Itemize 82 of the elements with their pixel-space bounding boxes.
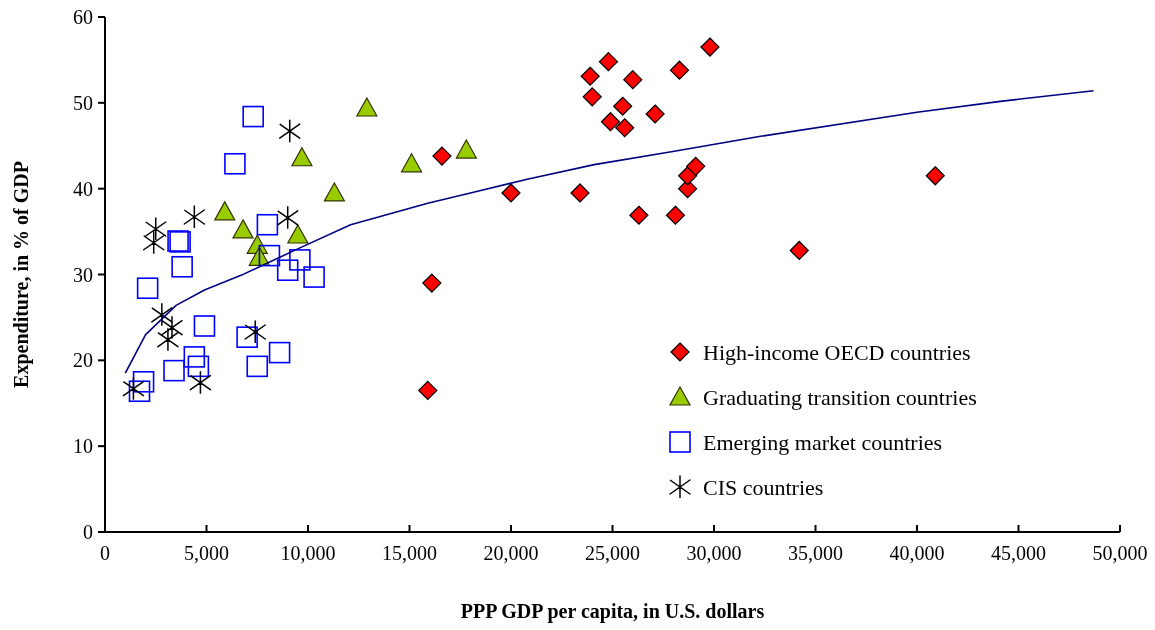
point — [183, 346, 206, 368]
point — [128, 380, 151, 403]
y-axis-title: Expenditure, in % of GDP — [10, 161, 33, 388]
legend-label: CIS countries — [703, 474, 824, 500]
point — [455, 139, 477, 159]
point — [256, 213, 279, 236]
y-tick-label: 30 — [73, 263, 93, 286]
point — [157, 327, 179, 352]
point — [183, 205, 206, 229]
y-tick-label: 60 — [73, 6, 93, 28]
x-tick-label: 30,000 — [686, 542, 742, 564]
point — [356, 97, 378, 117]
point — [623, 70, 643, 90]
point — [151, 303, 173, 327]
point — [276, 259, 299, 282]
point — [161, 315, 183, 340]
point — [422, 273, 442, 293]
point — [925, 166, 945, 186]
point — [615, 118, 635, 138]
point — [214, 201, 236, 221]
point — [287, 224, 309, 244]
legend-label: Emerging market countries — [703, 429, 943, 455]
point — [629, 205, 649, 225]
point — [678, 166, 698, 186]
y-tick-label: 50 — [73, 91, 93, 114]
point — [303, 266, 325, 288]
y-tick-label: 40 — [73, 177, 93, 200]
x-tick-label: 15,000 — [382, 542, 437, 564]
point — [187, 355, 210, 378]
point — [400, 153, 423, 173]
point — [686, 156, 706, 176]
point — [323, 182, 345, 202]
y-tick-label: 20 — [73, 349, 93, 372]
point — [418, 380, 438, 400]
legend-label: High-income OECD countries — [703, 339, 971, 365]
point — [789, 240, 809, 261]
point — [501, 183, 521, 203]
x-tick-label: 5,000 — [184, 542, 229, 564]
y-tick-label: 10 — [73, 435, 93, 458]
point — [242, 105, 264, 128]
point — [232, 219, 254, 239]
point — [289, 249, 311, 271]
x-tick-label: 20,000 — [483, 542, 539, 564]
x-axis-title: PPP GDP per capita, in U.S. dollars — [460, 600, 765, 623]
line-series — [124, 90, 1095, 375]
point — [598, 52, 619, 72]
point — [645, 104, 665, 124]
point — [258, 244, 281, 267]
point — [163, 359, 185, 382]
x-tick-label: 25,000 — [585, 542, 640, 564]
y-tick-label: 0 — [83, 521, 93, 543]
point — [189, 370, 212, 395]
point — [600, 112, 621, 132]
point — [613, 96, 633, 116]
point — [122, 376, 145, 401]
point — [570, 183, 590, 203]
point — [136, 277, 159, 300]
point — [236, 326, 258, 348]
point — [432, 146, 452, 166]
x-tick-label: 0 — [100, 542, 110, 564]
point — [244, 320, 266, 344]
point — [580, 66, 600, 86]
point — [665, 205, 686, 225]
point — [224, 152, 246, 175]
legend-label: Graduating transition countries — [703, 384, 977, 410]
point — [276, 206, 299, 230]
point — [193, 315, 216, 337]
point — [582, 87, 602, 107]
point — [291, 147, 313, 167]
point — [268, 341, 291, 364]
x-tick-label: 50,000 — [1092, 542, 1148, 564]
point — [700, 37, 720, 57]
x-tick-label: 35,000 — [788, 542, 843, 564]
x-tick-label: 40,000 — [889, 542, 945, 564]
point — [171, 255, 193, 278]
point — [145, 217, 167, 241]
x-tick-label: 10,000 — [280, 542, 336, 564]
point — [246, 355, 269, 378]
x-tick-label: 45,000 — [991, 542, 1046, 564]
point — [669, 60, 690, 80]
point — [278, 119, 301, 143]
point — [142, 230, 165, 255]
